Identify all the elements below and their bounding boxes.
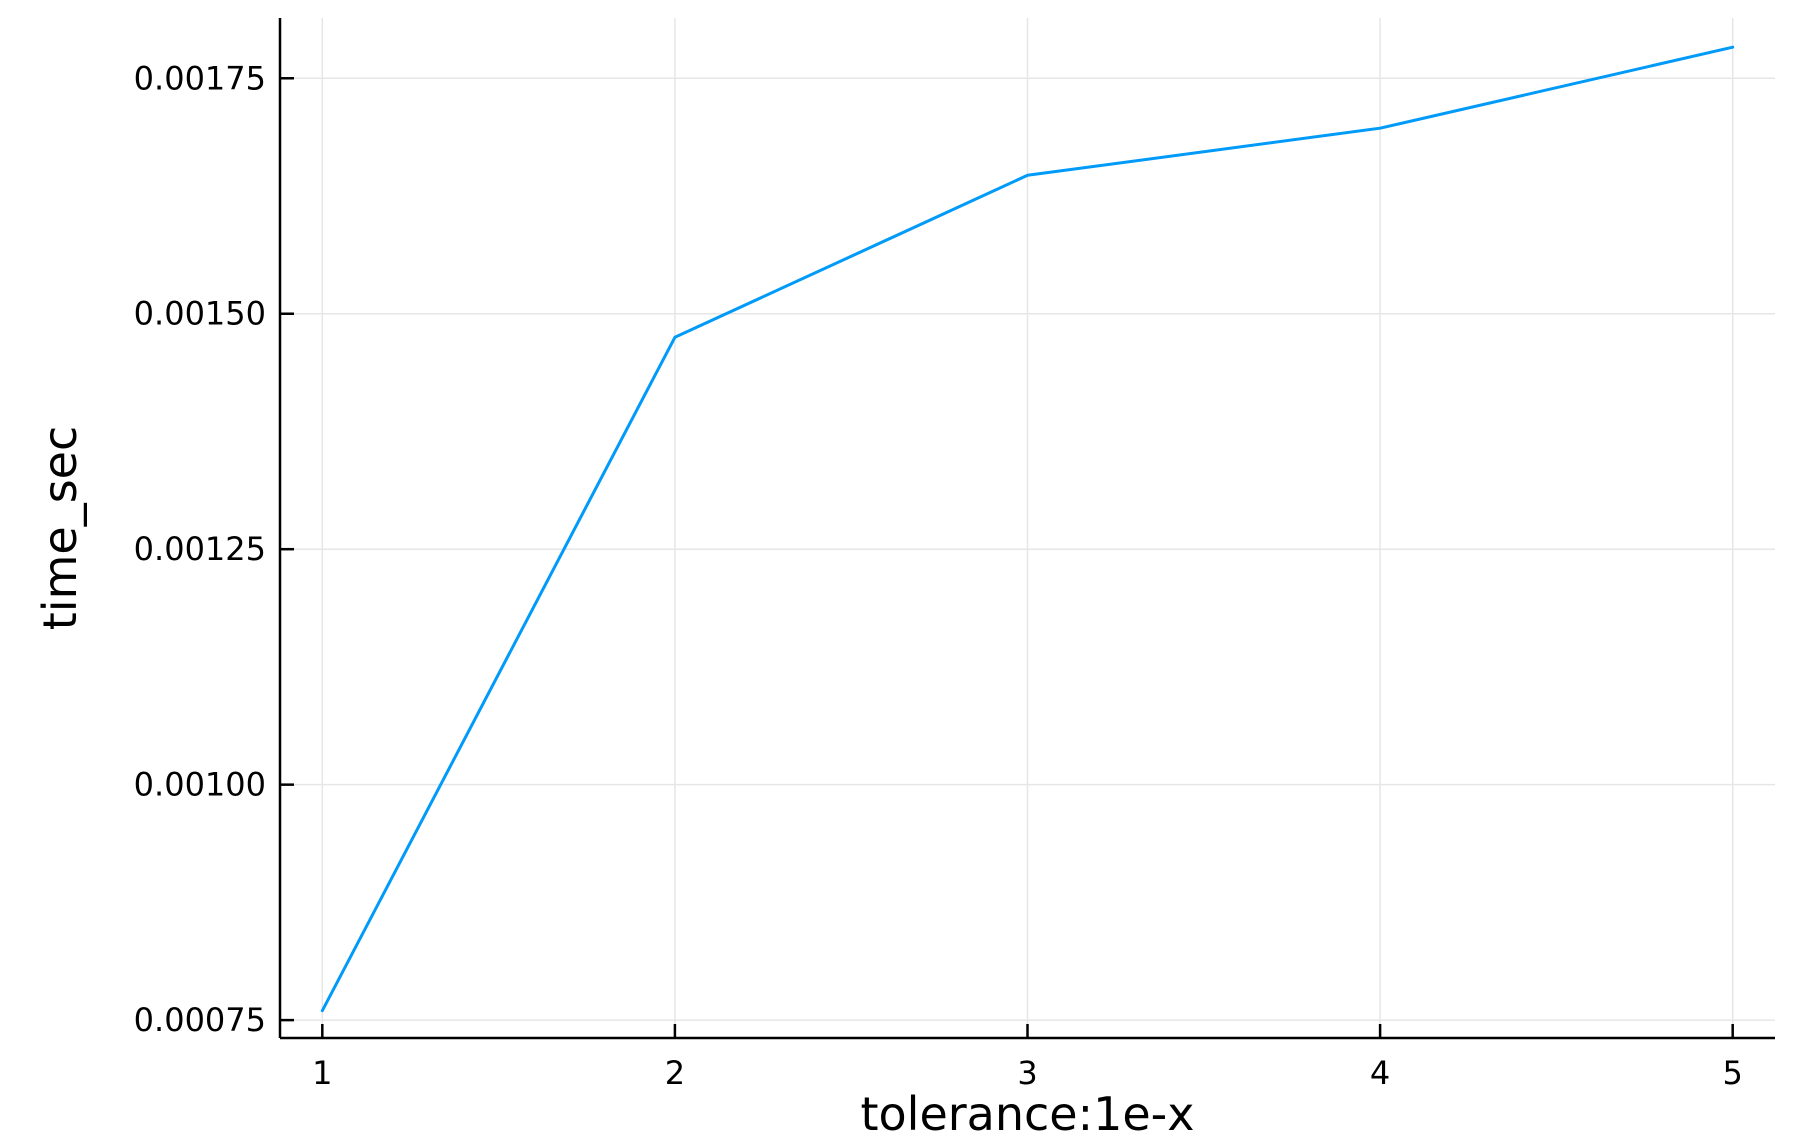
x-tick-label-3: 3: [1017, 1054, 1037, 1092]
x-tick-label-4: 4: [1370, 1054, 1390, 1092]
series-lines: [320, 45, 1735, 1013]
tick-marks: [280, 77, 1734, 1038]
series-line-1: [320, 45, 1735, 1013]
y-tick-label-1: 0.00075: [134, 1001, 266, 1039]
x-axis-title: tolerance:1e-x: [861, 1087, 1195, 1140]
y-tick-label-3: 0.00125: [134, 530, 266, 568]
x-tick-label-1: 1: [312, 1054, 332, 1092]
y-tick-label-2: 0.00100: [134, 766, 266, 804]
y-tick-label-5: 0.00175: [134, 59, 266, 97]
tick-labels: 1 2 3 4 5 0.00075 0.00100 0.00125 0.00150 0.00175: [134, 59, 1743, 1092]
y-axis-title: time_sec: [33, 426, 87, 630]
x-tick-label-5: 5: [1723, 1054, 1743, 1092]
y-tick-label-4: 0.00150: [134, 295, 266, 333]
grid-lines: [280, 18, 1775, 1038]
x-tick-label-2: 2: [665, 1054, 685, 1092]
